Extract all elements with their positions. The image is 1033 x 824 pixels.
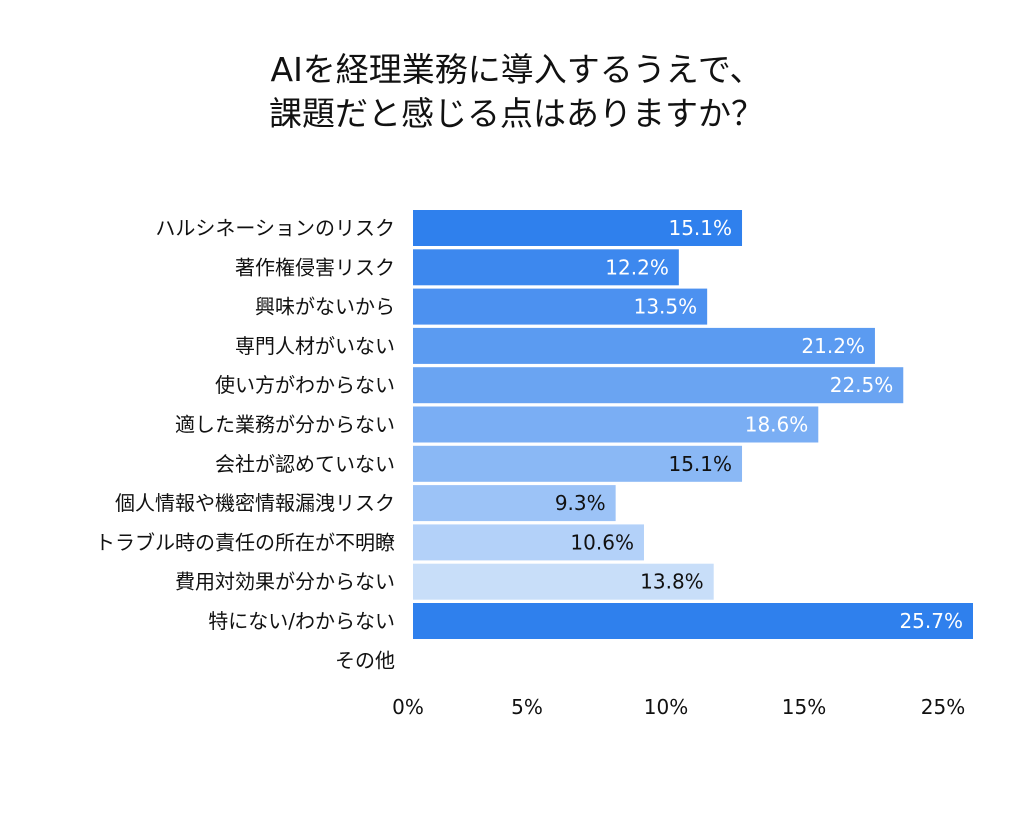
category-label: 専門人材がいない [235, 334, 395, 358]
category-label: 興味がないから [255, 295, 395, 319]
data-label: 21.2% [801, 334, 865, 358]
data-label: 12.2% [605, 255, 669, 279]
data-label: 22.5% [830, 373, 894, 397]
category-label: 費用対効果が分からない [175, 570, 395, 594]
data-label: 13.5% [634, 295, 698, 319]
bar [413, 367, 904, 404]
category-label: その他 [335, 648, 395, 672]
category-label: 個人情報や機密情報漏洩リスク [115, 491, 395, 515]
data-label: 10.6% [570, 530, 634, 554]
chart-title-line-2: 課題だと感じる点はありますか？ [269, 94, 764, 133]
bar [413, 327, 875, 364]
data-label: 15.1% [668, 216, 732, 240]
x-tick-label: 10% [644, 695, 688, 719]
bar [413, 406, 819, 443]
x-tick-label: 15% [782, 695, 826, 719]
bar [413, 485, 616, 522]
category-label: 著作権侵害リスク [235, 255, 395, 279]
data-label: 18.6% [745, 413, 809, 437]
bar [413, 249, 679, 286]
data-label: 9.3% [555, 491, 606, 515]
data-label: 15.1% [668, 452, 732, 476]
category-label: 特にない/わからない [208, 609, 395, 633]
bar [413, 563, 714, 600]
x-tick-label: 25% [921, 695, 965, 719]
data-label: 25.7% [899, 609, 963, 633]
x-tick-label: 5% [511, 695, 543, 719]
category-label: ハルシネーションのリスク [155, 216, 395, 240]
chart-title: AIを経理業務に導入するうえで、 課題だと感じる点はありますか？ [0, 48, 1033, 136]
category-label: 会社が認めていない [215, 452, 395, 476]
bar [413, 210, 743, 246]
bar [413, 288, 708, 325]
category-label: 適した業務が分からない [175, 413, 395, 437]
category-label: 使い方がわからない [215, 373, 395, 397]
bar [413, 603, 973, 639]
data-label: 13.8% [640, 570, 704, 594]
bar [413, 524, 644, 561]
chart-title-line-1: AIを経理業務に導入するうえで、 [270, 50, 763, 89]
bar [413, 445, 743, 482]
x-tick-label: 0% [392, 695, 424, 719]
category-label: トラブル時の責任の所在が不明瞭 [95, 530, 395, 554]
